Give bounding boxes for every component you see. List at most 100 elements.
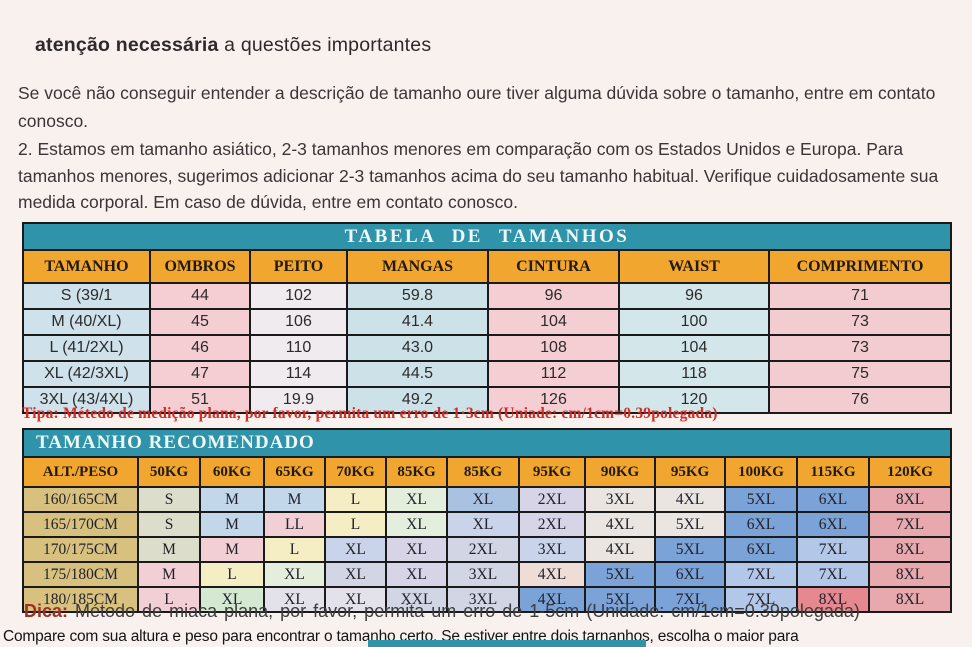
recommended-table-header-row: ALT./PESO 50KG 60KG 65KG 70KG 85KG 85KG 95KG 90K… xyxy=(22,456,953,488)
recommended-size-cell: L xyxy=(199,561,265,588)
recommended-table-header: 65KG xyxy=(263,456,326,488)
size-cell: 47 xyxy=(149,360,251,388)
recommended-size-cell: 3XL xyxy=(446,561,520,588)
recommended-size-cell: XL xyxy=(385,561,448,588)
recommended-table-row: 175/180CM M L XL XL XL 3XL 4XL 5XL 6XL 7XL 7XL 8XL xyxy=(22,561,953,588)
recommended-size-cell: 4XL xyxy=(518,586,586,613)
recommended-table-header: 90KG xyxy=(584,456,656,488)
recommended-size-cell: XL xyxy=(324,561,387,588)
recommended-size-cell: L xyxy=(137,586,201,613)
recommended-size-cell: 8XL xyxy=(867,586,953,613)
size-table-header: OMBROS xyxy=(149,249,251,284)
size-cell: 73 xyxy=(767,334,953,362)
page-title: atenção necessária a questões importante… xyxy=(35,34,431,57)
size-cell: 104 xyxy=(618,334,770,362)
recommended-size-cell: 5XL xyxy=(654,536,726,563)
size-table-header: CINTURA xyxy=(487,249,620,284)
recommended-size-cell: XL xyxy=(324,536,387,563)
recommended-size-cell: 6XL xyxy=(654,561,726,588)
size-cell: 114 xyxy=(249,360,348,388)
size-cell: 104 xyxy=(487,308,620,336)
recommended-size-cell: 7XL xyxy=(796,561,870,588)
size-cell: 112 xyxy=(487,360,620,388)
size-cell: 49.2 xyxy=(346,386,489,414)
size-table-header: TAMANHO xyxy=(22,249,151,284)
size-cell: 76 xyxy=(767,386,953,414)
recommended-size-cell: 7XL xyxy=(724,586,798,613)
recommended-table-row: 165/170CM S M LL L XL XL 2XL 4XL 5XL 6XL 6XL 7XL xyxy=(22,511,953,538)
recommended-size-cell: 7XL xyxy=(796,536,870,563)
size-cell: 100 xyxy=(618,308,770,336)
size-table-row: XL (42/3XL) 47 114 44.5 112 118 75 xyxy=(22,360,953,388)
recommended-size-cell: XL xyxy=(446,511,520,538)
recommended-size-cell: XL xyxy=(199,586,265,613)
recommended-size-cell: LL xyxy=(263,511,326,538)
recommended-size-cell: 6XL xyxy=(796,511,870,538)
recommended-table-header: 100KG xyxy=(724,456,798,488)
size-cell: 51 xyxy=(149,386,251,414)
size-cell: 43.0 xyxy=(346,334,489,362)
recommended-size-cell: 4XL xyxy=(518,561,586,588)
recommended-size-cell: 3XL xyxy=(584,486,656,513)
size-table: TABELA DE TAMANHOS TAMANHO OMBROS PEITO MANG… xyxy=(21,222,953,414)
recommended-size-cell: XL xyxy=(263,586,326,613)
recommended-table-header: 115KG xyxy=(796,456,870,488)
recommended-size-cell: XL xyxy=(446,486,520,513)
recommended-size-cell: 6XL xyxy=(796,486,870,513)
recommended-size-cell: 3XL xyxy=(518,536,586,563)
tip-line: Dica: Método de miaca plana, por favor, … xyxy=(24,601,860,622)
size-cell: 41.4 xyxy=(346,308,489,336)
recommended-size-cell: 8XL xyxy=(867,561,953,588)
recommended-size-table-body: TAMANHO RECOMENDADO ALT./PESO 50KG 60KG 65KG… xyxy=(21,428,953,613)
size-table-row: L (41/2XL) 46 110 43.0 108 104 73 xyxy=(22,334,953,362)
recommended-size-cell: 5XL xyxy=(584,561,656,588)
recommended-size-cell: M xyxy=(199,536,265,563)
size-cell: 120 xyxy=(618,386,770,414)
recommended-size-cell: L xyxy=(324,486,387,513)
height-range-label: 170/175CM xyxy=(22,536,139,563)
tip-label: Dica: xyxy=(24,601,69,621)
recommended-size-cell: 2XL xyxy=(518,486,586,513)
recommended-size-cell: L xyxy=(324,511,387,538)
recommended-size-cell: M xyxy=(137,561,201,588)
size-row-label: S (39/1 xyxy=(22,282,151,310)
recommended-size-cell: 6XL xyxy=(724,536,798,563)
size-cell: 19.9 xyxy=(249,386,348,414)
recommended-table-row: 180/185CM L XL XL XL XXL 3XL 4XL 5XL 7XL 7XL 8XL 8XL xyxy=(22,586,953,613)
size-table-header: WAIST xyxy=(618,249,770,284)
recommended-size-cell: 5XL xyxy=(584,586,656,613)
recommended-size-cell: XL xyxy=(385,486,448,513)
size-cell: 96 xyxy=(618,282,770,310)
recommended-size-cell: 3XL xyxy=(446,586,520,613)
size-row-label: XL (42/3XL) xyxy=(22,360,151,388)
height-range-label: 160/165CM xyxy=(22,486,139,513)
page-title-rest: a questões importantes xyxy=(218,34,432,56)
size-table-header: PEITO xyxy=(249,249,348,284)
recommended-size-cell: XXL xyxy=(385,586,448,613)
size-table-row: S (39/1 44 102 59.8 96 96 71 xyxy=(22,282,953,310)
size-cell: 118 xyxy=(618,360,770,388)
recommended-size-cell: XL xyxy=(263,561,326,588)
recommended-size-cell: S xyxy=(137,511,201,538)
recommended-size-table: TAMANHO RECOMENDADO ALT./PESO 50KG 60KG 65KG… xyxy=(21,428,953,613)
size-cell: 126 xyxy=(487,386,620,414)
size-table-note: Tipa: Métedo de medição plana, por favor… xyxy=(22,405,718,422)
size-cell: 75 xyxy=(767,360,953,388)
size-cell: 108 xyxy=(487,334,620,362)
recommended-size-cell: 4XL xyxy=(584,511,656,538)
recommended-size-cell: M xyxy=(199,486,265,513)
size-cell: 46 xyxy=(149,334,251,362)
size-cell: 73 xyxy=(767,308,953,336)
size-row-label: L (41/2XL) xyxy=(22,334,151,362)
tip-text: Método de miaca plana, por favor, permit… xyxy=(68,601,860,621)
recommended-size-cell: 5XL xyxy=(724,486,798,513)
recommended-table-header: 95KG xyxy=(518,456,586,488)
intro-paragraph-2: 2. Estamos em tamanho asiático, 2-3 tama… xyxy=(18,139,939,213)
recommended-size-cell: XL xyxy=(324,586,387,613)
size-cell: 59.8 xyxy=(346,282,489,310)
page-title-bold: atenção necessária xyxy=(35,34,219,56)
recommended-size-cell: 7XL xyxy=(654,586,726,613)
height-range-label: 165/170CM xyxy=(22,511,139,538)
recommended-size-cell: 7XL xyxy=(867,511,953,538)
